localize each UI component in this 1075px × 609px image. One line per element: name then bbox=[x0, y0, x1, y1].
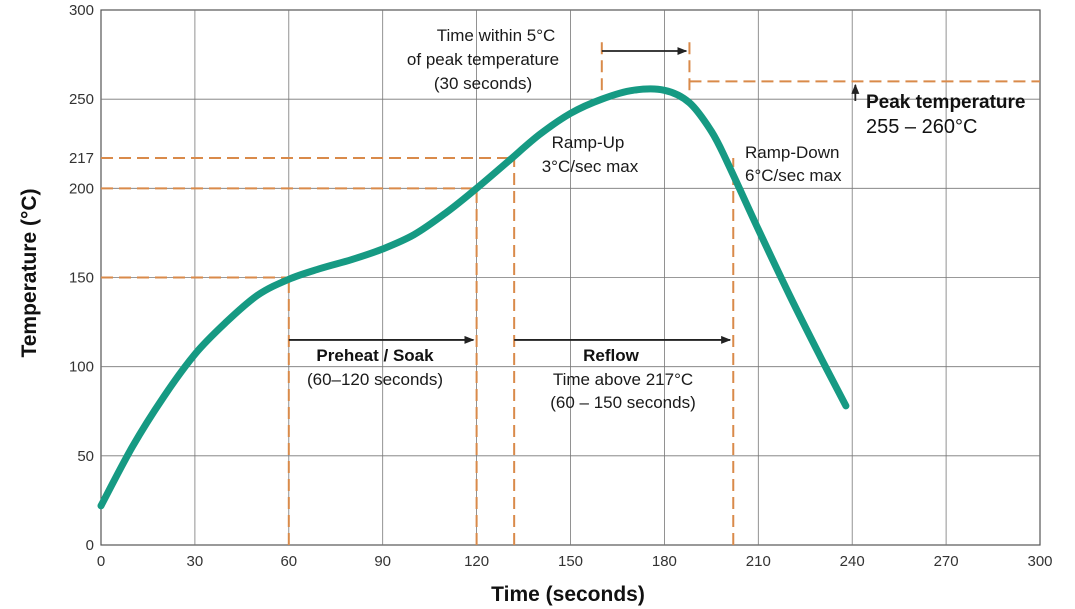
y-tick-label: 100 bbox=[69, 359, 94, 376]
peak-window-line-2: of peak temperature bbox=[407, 50, 559, 69]
tick-labels: 0 30 60 90 120 150 180 210 240 270 300 0 50 100 150 200… bbox=[69, 2, 1053, 570]
preheat-soak-title: Preheat / Soak bbox=[316, 346, 434, 365]
y-tick-label: 217 bbox=[69, 150, 94, 167]
annotations: Time within 5°C of peak temperature (30 … bbox=[307, 26, 1026, 412]
peak-window-line-3: (30 seconds) bbox=[434, 74, 532, 93]
ramp-down-label-1: Ramp-Down bbox=[745, 143, 839, 162]
y-tick-label: 150 bbox=[69, 270, 94, 287]
reflow-title: Reflow bbox=[583, 346, 640, 365]
ramp-up-label-1: Ramp-Up bbox=[552, 133, 625, 152]
y-tick-label: 250 bbox=[69, 91, 94, 108]
reflow-line-2: Time above 217°C bbox=[553, 370, 693, 389]
y-tick-label: 300 bbox=[69, 2, 94, 19]
x-tick-label: 210 bbox=[746, 553, 771, 570]
grid bbox=[100, 9, 1041, 546]
x-tick-label: 270 bbox=[934, 553, 959, 570]
peak-window-line-1: Time within 5°C bbox=[437, 26, 556, 45]
peak-temperature-title: Peak temperature bbox=[866, 92, 1025, 113]
x-tick-label: 0 bbox=[97, 553, 105, 570]
y-tick-label: 50 bbox=[77, 448, 94, 465]
x-axis-title: Time (seconds) bbox=[491, 583, 645, 606]
y-tick-label: 0 bbox=[86, 537, 94, 554]
x-tick-label: 90 bbox=[374, 553, 391, 570]
reflow-range: (60 – 150 seconds) bbox=[550, 393, 696, 412]
ramp-down-label-2: 6°C/sec max bbox=[745, 166, 842, 185]
x-tick-label: 150 bbox=[558, 553, 583, 570]
x-tick-label: 120 bbox=[464, 553, 489, 570]
x-tick-label: 30 bbox=[187, 553, 204, 570]
x-tick-label: 60 bbox=[280, 553, 297, 570]
series-layer bbox=[97, 85, 850, 510]
reference-lines bbox=[101, 36, 1040, 545]
y-axis-title: Temperature (°C) bbox=[18, 188, 41, 357]
x-tick-label: 180 bbox=[652, 553, 677, 570]
x-tick-label: 300 bbox=[1027, 553, 1052, 570]
annotation-arrows bbox=[288, 47, 860, 344]
preheat-soak-range: (60–120 seconds) bbox=[307, 370, 443, 389]
temperature-curve bbox=[97, 85, 850, 510]
x-tick-label: 240 bbox=[840, 553, 865, 570]
ramp-up-label-2: 3°C/sec max bbox=[542, 157, 639, 176]
peak-temperature-range: 255 – 260°C bbox=[866, 116, 977, 138]
y-tick-label: 200 bbox=[69, 180, 94, 197]
